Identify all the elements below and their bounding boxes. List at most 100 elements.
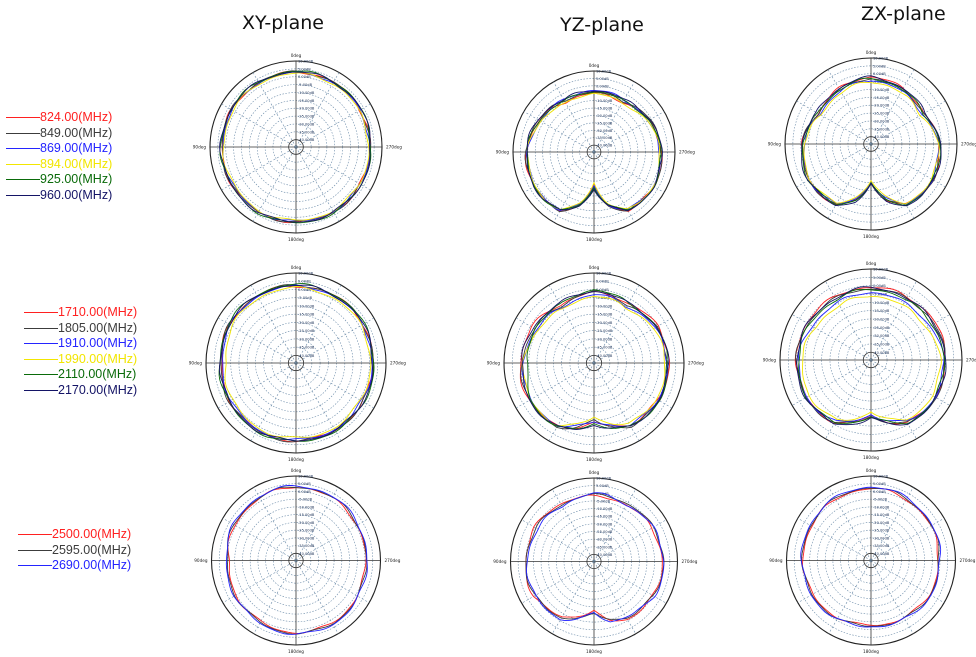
legend-item: 925.00(MHz) [6,172,112,188]
ring-label: -40.00dB [596,354,613,358]
ring-label: -25.00dB [298,329,315,333]
ring-label: 0.00dB [298,490,311,494]
series-line [801,487,940,627]
ring-label: -40.00dB [596,553,613,557]
polar-spoke [217,317,297,364]
series-line [225,484,368,635]
polar-spoke [593,489,637,562]
legend-swatch [18,549,52,551]
legend-label: 1990.00(MHz) [58,351,138,366]
angle-label: 180deg [288,649,304,654]
series-line [219,284,374,442]
legend-band-1: 824.00(MHz) 849.00(MHz) 869.00(MHz) 894.… [6,110,112,203]
ring-label: -10.00dB [873,88,890,92]
polar-spoke [593,362,640,442]
ring-label: -15.00dB [298,513,315,517]
ring-label: -35.00dB [298,346,315,350]
angle-label: 0deg [291,468,302,473]
ring-label: 5.00dB [298,280,311,284]
series-line [798,289,946,425]
ring-label: -30.00dB [298,536,315,540]
angle-label: 180deg [586,457,602,462]
ring-label: -35.00dB [596,136,613,140]
ring-label: 5.00dB [596,484,609,488]
angle-label: 90deg [189,361,203,366]
ring-label: 5.00dB [596,280,609,284]
ring-label: 10.00dB [298,475,314,479]
polar-spoke [551,489,595,562]
polar-plot: 10.00dB 5.00dB 0.00dB -5.00dB -10.00dB -15.00… [193,53,402,242]
polar-spoke [295,560,370,604]
polar-spoke [825,359,872,439]
ring-label: 5.00dB [873,276,886,280]
ring-label: 0.00dB [298,288,311,292]
ring-label: 0.00dB [873,490,886,494]
angle-label: 0deg [291,53,302,58]
polar-plot: 10.00dB 5.00dB 0.00dB -5.00dB -10.00dB -15.00… [487,265,704,462]
polar-spoke [295,317,375,364]
ring-label: 10.00dB [873,268,889,272]
legend-label: 2110.00(MHz) [58,367,137,382]
legend-swatch [6,132,40,134]
ring-label: -15.00dB [873,513,890,517]
legend-band-2: 1710.00(MHz) 1805.00(MHz) 1910.00(MHz) 1… [24,305,137,398]
ring-label: -10.00dB [873,505,890,509]
angle-label: 270deg [960,558,976,563]
ring-label: -25.00dB [873,326,890,330]
ring-label: -40.00dB [873,351,890,355]
legend-item: 960.00(MHz) [6,188,112,204]
legend-item: 869.00(MHz) [6,141,112,157]
legend-swatch [24,374,58,376]
polar-spoke [295,146,340,222]
polar-spoke [825,281,872,361]
polar-spoke [797,560,872,604]
polar-spoke [553,151,595,223]
series-line [796,286,947,426]
ring-label: -20.00dB [298,321,315,325]
polar-spoke [221,103,297,148]
ring-label: 0.00dB [298,75,311,79]
angle-label: 270deg [386,145,402,150]
series-line [224,286,372,438]
ring-label: -10.00dB [596,507,613,511]
angle-label: 90deg [769,558,783,563]
series-line [800,486,942,628]
ring-label: -25.00dB [873,112,890,116]
legend-item: 1710.00(MHz) [24,305,137,321]
series-line [802,296,942,421]
series-line [798,292,945,422]
angle-label: 180deg [586,649,602,654]
ring-label: -10.00dB [596,99,613,103]
angle-label: 180deg [288,457,304,462]
ring-label: 5.00dB [298,67,311,71]
polar-spoke [515,362,595,409]
legend-label: 1710.00(MHz) [58,305,138,320]
angle-label: 0deg [589,63,600,68]
ring-label: -10.00dB [596,304,613,308]
polar-spoke [521,561,595,604]
legend-item: 2500.00(MHz) [18,527,131,543]
series-line [526,91,662,211]
polar-spoke [250,284,297,364]
series-line [219,71,371,223]
angle-label: 270deg [679,150,695,155]
ring-label: 5.00dB [873,482,886,486]
polar-spoke [553,81,595,153]
polar-plot: 10.00dB 5.00dB 0.00dB -5.00dB -10.00dB -15.00… [194,468,400,654]
angle-label: 90deg [768,142,782,147]
ring-label: -5.00dB [873,292,888,296]
ring-label: 0.00dB [596,288,609,292]
legend-item: 894.00(MHz) [6,157,112,173]
ring-label: -30.00dB [873,334,890,338]
angle-label: 90deg [194,558,208,563]
ring-label: -20.00dB [596,522,613,526]
ring-label: 10.00dB [596,70,612,74]
ring-label: -30.00dB [596,337,613,341]
polar-plot: 10.00dB 5.00dB 0.00dB -5.00dB -10.00dB -15.00… [769,468,976,654]
polar-spoke [593,151,665,193]
legend-label: 2500.00(MHz) [52,527,132,542]
ring-label: -5.00dB [298,498,313,502]
ring-label: -40.00dB [298,354,315,358]
ring-label: 0.00dB [873,72,886,76]
column-title-xy: XY-plane [242,12,324,34]
